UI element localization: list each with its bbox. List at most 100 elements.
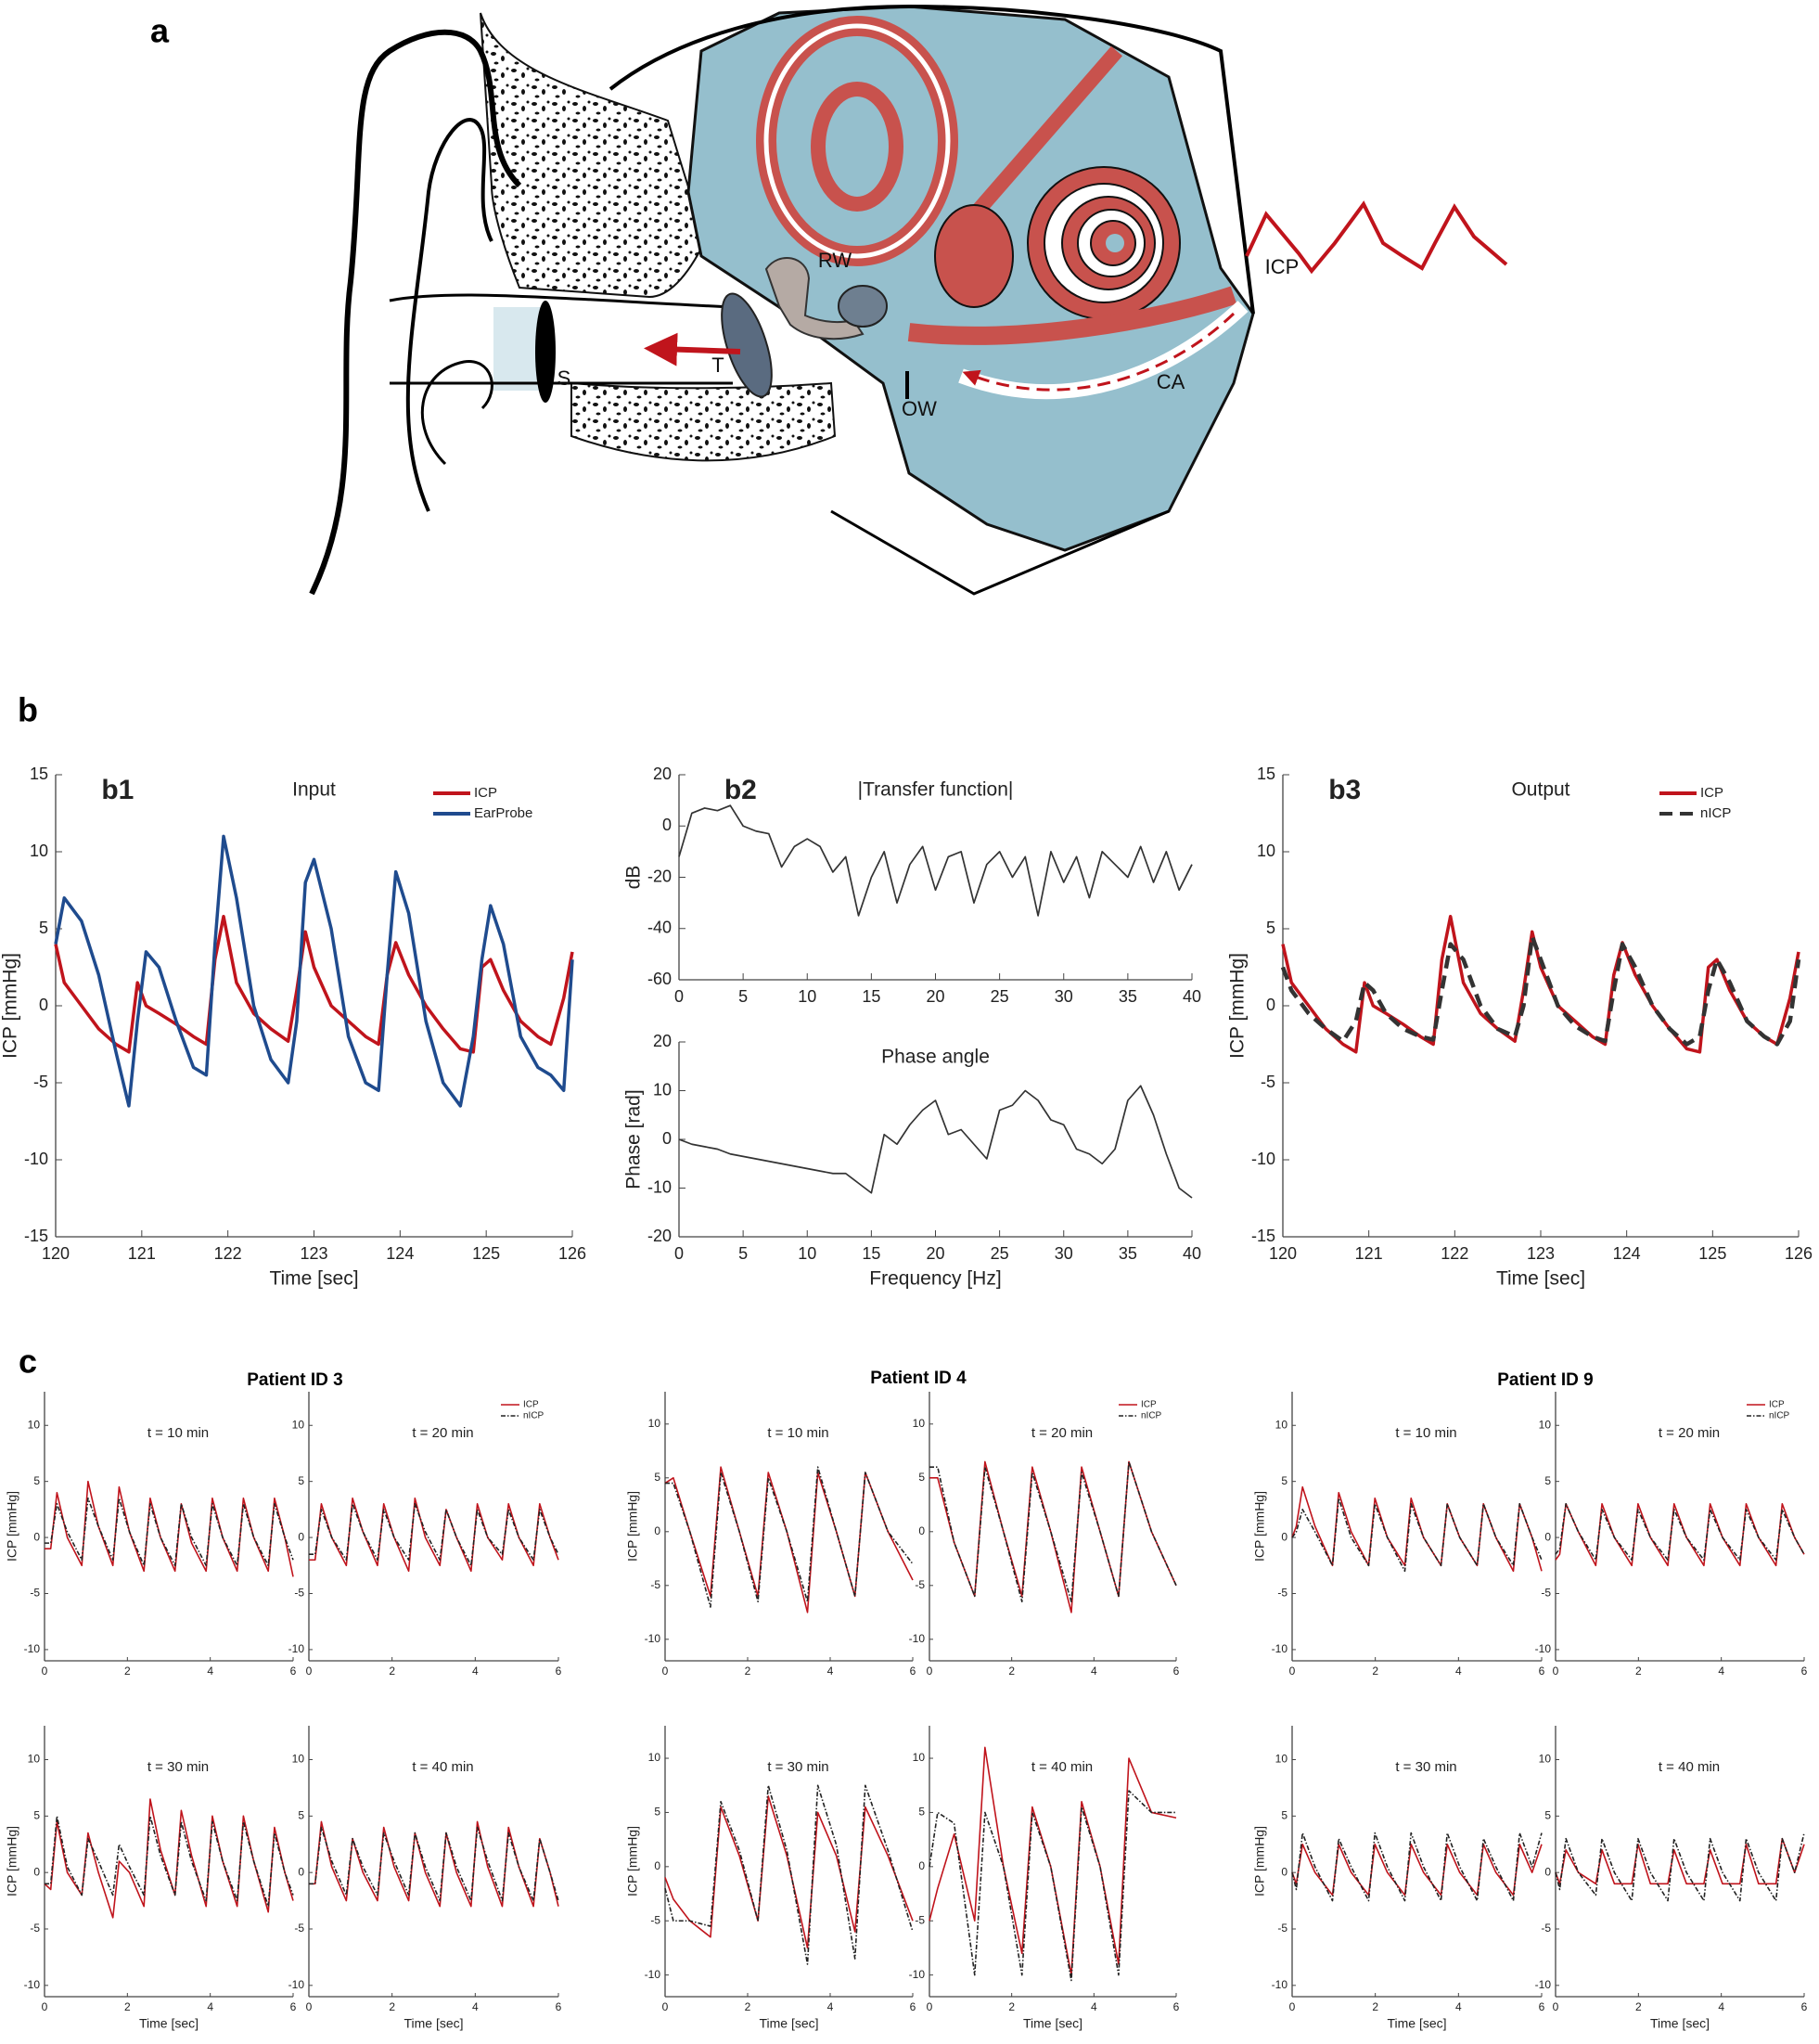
x-tick-label: 124 <box>386 1244 414 1263</box>
x-tick-label: 10 <box>798 1244 816 1263</box>
data-line <box>678 804 1193 917</box>
x-axis-label: Time [sec] <box>1023 2016 1082 2031</box>
plot: -10 -5 0 5 10 0 2 4 6 t = 40 min Time [sec] <box>909 1726 1180 2031</box>
y-tick-label: 0 <box>918 1524 925 1537</box>
chart-title: t = 20 min <box>412 1425 473 1441</box>
legend-label: nICP <box>523 1411 544 1421</box>
x-tick-label: 122 <box>214 1244 242 1263</box>
y-axis-label: ICP [mmHg] <box>625 1491 640 1562</box>
data-line <box>1555 1503 1805 1567</box>
y-tick-label: 0 <box>1281 1530 1287 1543</box>
data-line <box>45 1497 294 1567</box>
x-tick-label: 120 <box>1269 1244 1297 1263</box>
x-tick-label: 0 <box>1553 1665 1559 1678</box>
data-line <box>1280 934 1801 1047</box>
y-tick-label: 15 <box>1257 765 1275 783</box>
x-tick-label: 0 <box>674 987 684 1006</box>
ossicles <box>764 257 865 341</box>
x-tick-label: 2 <box>124 2000 131 2013</box>
y-tick-label: 0 <box>662 816 672 834</box>
chart-title: Input <box>292 779 336 801</box>
x-tick-label: 2 <box>124 1665 131 1678</box>
x-tick-label: 0 <box>674 1244 684 1263</box>
y-tick-label: 5 <box>298 1474 304 1487</box>
plot: -15 -10 -5 0 5 10 15 120 121 122 123 124 125 126 Outpu… <box>1227 765 1813 1290</box>
y-tick-label: -20 <box>647 867 672 885</box>
x-tick-label: 126 <box>1785 1244 1813 1263</box>
y-tick-label: 5 <box>1281 1474 1287 1487</box>
y-tick-label: 10 <box>28 1753 41 1766</box>
y-tick-label: 10 <box>1539 1418 1552 1431</box>
x-tick-label: 6 <box>290 1665 297 1678</box>
y-axis-label: Phase [rad] <box>623 1089 645 1189</box>
y-tick-label: -10 <box>909 1968 926 1981</box>
y-tick-label: -5 <box>294 1922 304 1935</box>
canal-loop-small <box>811 82 903 212</box>
y-tick-label: -20 <box>647 1227 672 1245</box>
chart-title: t = 10 min <box>147 1425 209 1441</box>
y-tick-label: -5 <box>1541 1587 1551 1600</box>
panel-label: b1 <box>101 775 134 805</box>
x-tick-label: 4 <box>1091 2000 1097 2013</box>
plot: -20 -10 0 10 20 0 5 10 15 20 25 30 35 40 Phase angle Fr… <box>623 1032 1201 1290</box>
patient-title: Patient ID 3 <box>247 1370 342 1390</box>
y-tick-label: -40 <box>647 919 672 937</box>
y-tick-label: 10 <box>28 1418 41 1431</box>
panel-label: b <box>18 691 38 729</box>
y-tick-label: -5 <box>650 1578 660 1591</box>
y-tick-label: 5 <box>918 1471 925 1484</box>
x-tick-label: 6 <box>1173 1665 1180 1678</box>
diagram-label: RW <box>818 249 852 272</box>
y-tick-label: 5 <box>1544 1474 1551 1487</box>
skull-bottom <box>830 509 1170 596</box>
x-tick-label: 35 <box>1119 987 1137 1006</box>
plot: -10 -5 0 5 10 0 2 4 6 t = 10 min ICP [mmHg] <box>1252 1392 1545 1678</box>
y-tick-label: -10 <box>24 1642 41 1655</box>
data-line <box>664 1466 914 1613</box>
duct <box>907 286 1237 345</box>
data-line <box>1291 1832 1543 1902</box>
data-line <box>309 1503 559 1567</box>
cochlea <box>1106 234 1124 252</box>
diagram-label: T <box>711 354 724 377</box>
y-tick-label: 5 <box>1266 919 1275 937</box>
y-tick-label: 0 <box>33 1865 40 1878</box>
y-tick-label: 5 <box>654 1471 660 1484</box>
y-tick-label: 0 <box>918 1859 925 1872</box>
x-tick-label: 124 <box>1613 1244 1641 1263</box>
plot: -10 -5 0 5 10 0 2 4 6 t = 30 min Time [sec] ICP [mm… <box>1252 1726 1545 2031</box>
chart-title: t = 30 min <box>147 1759 209 1775</box>
x-tick-label: 121 <box>1355 1244 1383 1263</box>
x-tick-label: 0 <box>306 1665 313 1678</box>
y-tick-label: 0 <box>33 1530 40 1543</box>
x-tick-label: 0 <box>662 1665 669 1678</box>
data-line <box>929 1460 1177 1613</box>
y-tick-label: 5 <box>33 1474 40 1487</box>
data-line <box>1291 1843 1543 1896</box>
x-axis-label: Time [sec] <box>1387 2016 1446 2031</box>
x-tick-label: 0 <box>1289 2000 1296 2013</box>
legend-label: nICP <box>1700 805 1731 821</box>
data-line <box>45 1480 294 1577</box>
x-tick-label: 4 <box>207 1665 213 1678</box>
x-tick-label: 0 <box>662 2000 669 2013</box>
x-tick-label: 0 <box>306 2000 313 2013</box>
x-tick-label: 2 <box>745 2000 751 2013</box>
y-tick-label: 10 <box>1275 1753 1288 1766</box>
x-axis-label: Time [sec] <box>139 2016 199 2031</box>
x-tick-label: 4 <box>472 2000 479 2013</box>
x-tick-label: 2 <box>1635 1665 1642 1678</box>
x-tick-label: 122 <box>1441 1244 1468 1263</box>
x-tick-label: 6 <box>910 2000 916 2013</box>
y-tick-label: 5 <box>654 1806 660 1819</box>
x-tick-label: 25 <box>991 1244 1009 1263</box>
x-tick-label: 4 <box>1091 1665 1097 1678</box>
x-tick-label: 123 <box>1527 1244 1555 1263</box>
y-tick-label: -15 <box>24 1227 48 1245</box>
panel-label: a <box>150 12 170 50</box>
x-tick-label: 5 <box>738 1244 748 1263</box>
diagram-label: S <box>557 366 571 390</box>
